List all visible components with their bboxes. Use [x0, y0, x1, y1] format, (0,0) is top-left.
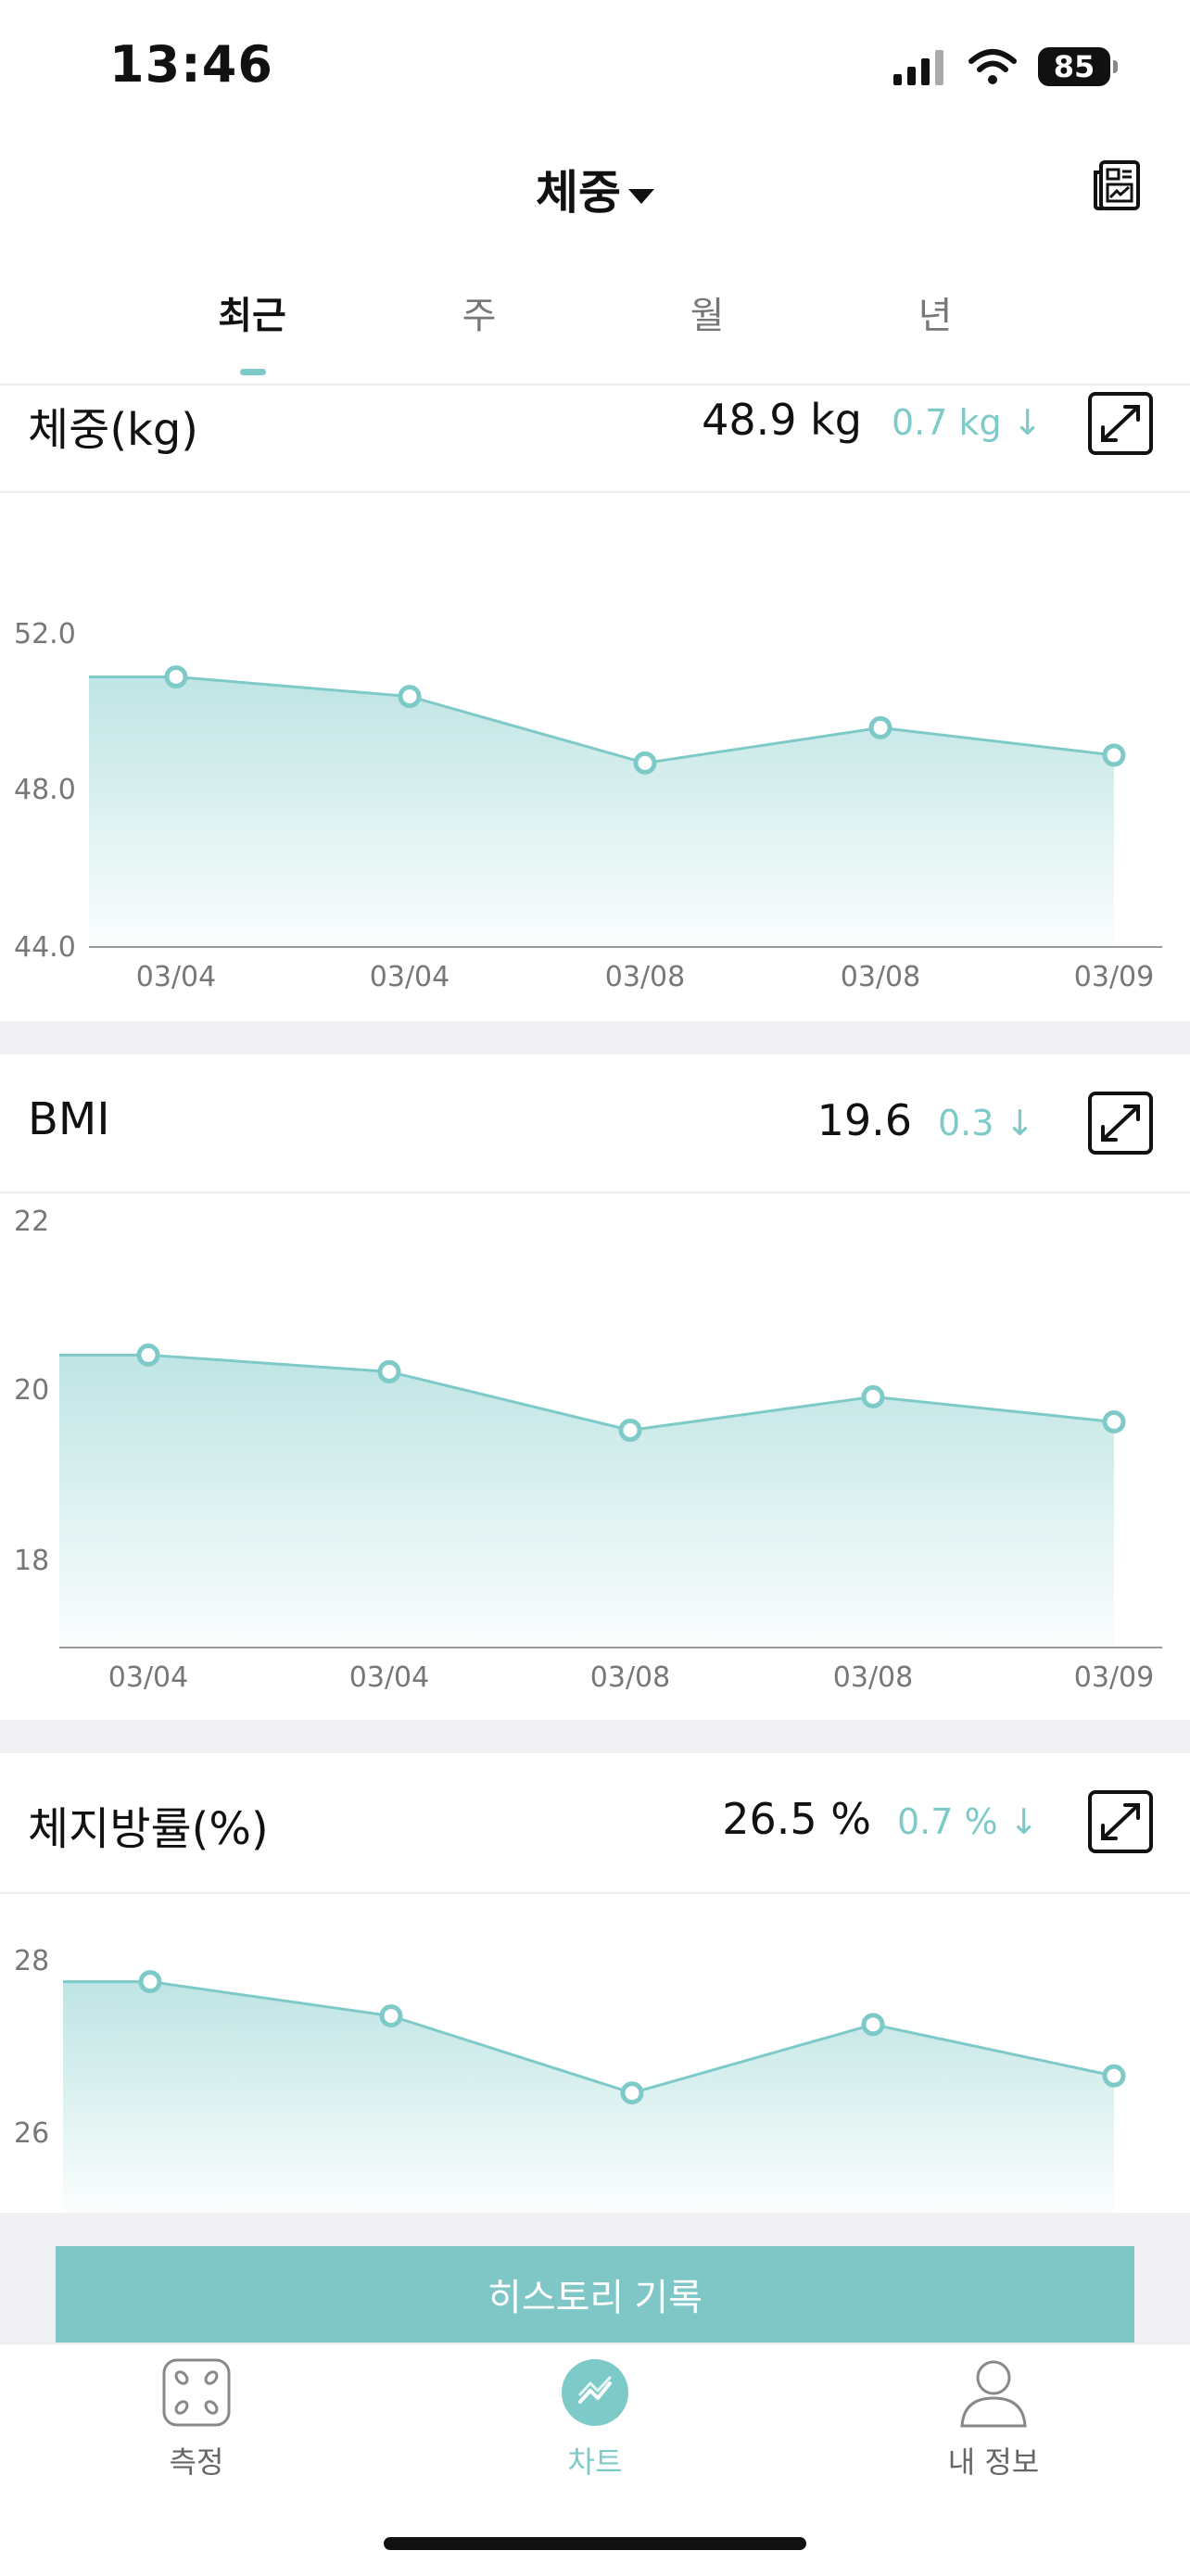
- chart-icon: [562, 2359, 628, 2426]
- status-time: 13:46: [109, 35, 273, 94]
- x-tick-label: 03/04: [370, 961, 449, 993]
- x-tick-label: 03/08: [833, 1661, 913, 1694]
- x-tick-label: 03/04: [108, 1661, 188, 1694]
- tab-week[interactable]: 주: [462, 295, 497, 337]
- battery-icon: 85: [1038, 47, 1118, 86]
- bmi-card-divider: [0, 1192, 1190, 1193]
- bmi-expand-button[interactable]: [1088, 1092, 1153, 1155]
- data-point[interactable]: [379, 2004, 403, 2028]
- expand-icon: [1101, 405, 1140, 442]
- tabs-divider: [0, 384, 1190, 385]
- y-tick-label: 20: [14, 1374, 49, 1407]
- data-point[interactable]: [868, 715, 892, 739]
- weight-expand-button[interactable]: [1088, 392, 1153, 455]
- y-tick-label: 48.0: [14, 774, 76, 806]
- report-button[interactable]: [1092, 159, 1144, 211]
- bmi-chart: 22 20 18 03/04 03/04 03/08 03/08 03/09: [14, 1206, 1162, 1694]
- data-point[interactable]: [861, 1384, 885, 1408]
- section-gap: [0, 1021, 1190, 1054]
- data-point[interactable]: [861, 2013, 885, 2037]
- home-indicator: [384, 2537, 806, 2550]
- expand-icon: [1101, 1105, 1140, 1142]
- x-tick-label: 03/04: [136, 961, 216, 993]
- bmi-delta: 0.3 ↓: [938, 1103, 1035, 1143]
- caret-down-icon: [628, 188, 654, 204]
- x-tick-label: 03/04: [349, 1661, 429, 1694]
- scale-icon: [162, 2358, 231, 2427]
- y-tick-label: 28: [14, 1945, 49, 1977]
- bmi-area: [59, 1355, 1114, 1648]
- data-point[interactable]: [620, 2081, 644, 2105]
- cellular-signal-icon: [893, 50, 943, 85]
- page-title: 체중: [536, 166, 621, 220]
- nav-label: 내 정보: [947, 2444, 1040, 2480]
- body-fat-delta: 0.7 % ↓: [897, 1801, 1039, 1842]
- history-button[interactable]: 히스토리 기록: [56, 2246, 1134, 2342]
- data-point[interactable]: [164, 664, 188, 688]
- tab-indicator: [240, 369, 266, 375]
- x-tick-label: 03/08: [590, 1661, 670, 1694]
- status-icons: 85: [892, 44, 1118, 89]
- tab-year[interactable]: 년: [918, 295, 953, 337]
- body-fat-chart: 28 26: [14, 1945, 1126, 2213]
- nav-chart[interactable]: 차트: [456, 2357, 734, 2481]
- expand-icon: [1101, 1803, 1140, 1840]
- data-point[interactable]: [1102, 2064, 1126, 2088]
- section-gap: [0, 1720, 1190, 1753]
- body-fat-card-title: 체지방률(%): [28, 1803, 269, 1855]
- nav-my-info[interactable]: 내 정보: [855, 2357, 1133, 2481]
- data-point[interactable]: [398, 685, 422, 709]
- y-tick-label: 22: [14, 1206, 49, 1238]
- body-fat-expand-button[interactable]: [1088, 1790, 1153, 1853]
- wifi-icon: [968, 49, 1017, 84]
- x-tick-label: 03/08: [605, 961, 685, 993]
- weight-delta: 0.7 kg ↓: [892, 402, 1043, 443]
- x-tick-label: 03/09: [1074, 961, 1154, 993]
- weight-chart: 52.0 48.0 44.0 03/04 03/04 03/08 03/08 03/09: [14, 618, 1162, 993]
- data-point[interactable]: [138, 1970, 162, 1994]
- data-point[interactable]: [377, 1359, 401, 1383]
- bmi-line: [59, 1353, 1115, 1433]
- body-fat-value: 26.5 %: [722, 1794, 871, 1844]
- body-fat-line: [63, 1980, 1115, 2095]
- data-point[interactable]: [1102, 743, 1126, 767]
- y-tick-label: 26: [14, 2117, 49, 2150]
- tab-month[interactable]: 월: [690, 295, 725, 337]
- data-point[interactable]: [618, 1418, 642, 1442]
- x-tick-label: 03/09: [1074, 1661, 1154, 1694]
- report-icon: [1094, 160, 1140, 210]
- weight-area: [89, 676, 1114, 947]
- bmi-value: 19.6: [817, 1095, 912, 1145]
- tab-recent[interactable]: 최근: [218, 295, 286, 337]
- bmi-card-title: BMI: [28, 1093, 110, 1145]
- weight-card-title: 체중(kg): [28, 404, 199, 456]
- metric-selector[interactable]: 체중: [0, 156, 1190, 222]
- x-tick-label: 03/08: [841, 961, 920, 993]
- y-tick-label: 44.0: [14, 931, 76, 964]
- weight-value: 48.9 kg: [702, 395, 862, 445]
- nav-label: 차트: [567, 2444, 623, 2480]
- person-icon: [960, 2360, 1027, 2428]
- y-tick-label: 18: [14, 1545, 49, 1577]
- weight-line: [89, 675, 1115, 764]
- nav-measure[interactable]: 측정: [57, 2357, 335, 2481]
- body-fat-card-divider: [0, 1892, 1190, 1894]
- nav-label: 측정: [169, 2444, 224, 2480]
- body-fat-area: [63, 1981, 1114, 2213]
- data-point[interactable]: [1102, 1409, 1126, 1433]
- data-point[interactable]: [136, 1343, 160, 1367]
- data-point[interactable]: [633, 751, 657, 775]
- y-tick-label: 52.0: [14, 618, 76, 650]
- weight-card-divider: [0, 491, 1190, 493]
